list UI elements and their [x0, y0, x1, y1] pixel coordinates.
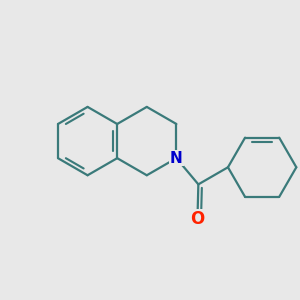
Text: O: O — [190, 209, 205, 227]
Text: N: N — [170, 151, 183, 166]
